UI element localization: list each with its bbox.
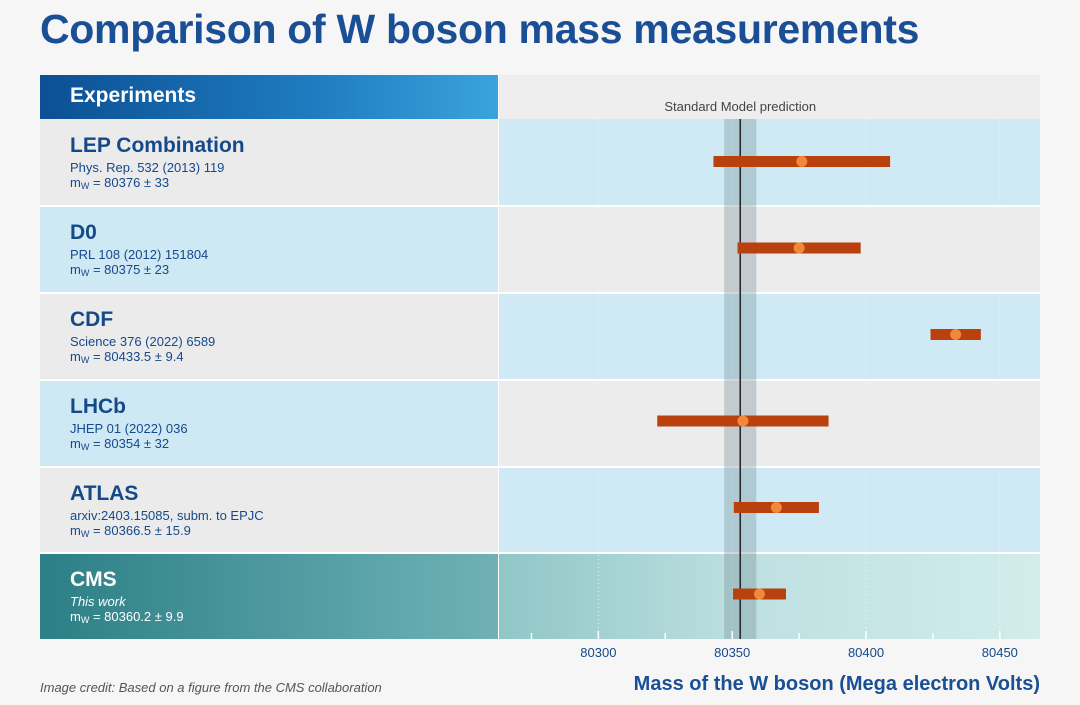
experiment-name: ATLAS [70, 482, 139, 505]
experiment-reference: Phys. Rep. 532 (2013) 119 [70, 160, 225, 175]
x-tick-label: 80350 [714, 645, 750, 660]
experiment-name: LEP Combination [70, 134, 245, 157]
chart-title: Comparison of W boson mass measurements [40, 6, 920, 52]
row-atlas: ATLAS arxiv:2403.15085, subm. to EPJC mW… [40, 467, 1040, 553]
data-point [737, 415, 749, 427]
experiment-mass: mW = 80433.5 ± 9.4 [70, 349, 184, 365]
experiment-mass: mW = 80375 ± 23 [70, 262, 170, 278]
experiment-reference: PRL 108 (2012) 151804 [70, 247, 209, 262]
data-point [796, 156, 808, 167]
experiment-mass: mW = 80360.2 ± 9.9 [70, 609, 184, 625]
data-point [770, 502, 782, 513]
experiment-name: CMS [70, 568, 117, 591]
row-label-cell: ATLAS arxiv:2403.15085, subm. to EPJC mW… [40, 467, 498, 553]
experiment-mass: mW = 80366.5 ± 15.9 [70, 523, 191, 539]
row-divider [40, 379, 1040, 381]
experiment-reference: arxiv:2403.15085, subm. to EPJC [70, 508, 264, 523]
image-credit: Image credit: Based on a figure from the… [40, 680, 382, 695]
row-divider [40, 205, 1040, 207]
sm-prediction-label: Standard Model prediction [664, 99, 816, 114]
row-label-cell: CDF Science 376 (2022) 6589 mW = 80433.5… [40, 293, 498, 379]
row-label-cell: LEP Combination Phys. Rep. 532 (2013) 11… [40, 119, 498, 205]
row-lep: LEP Combination Phys. Rep. 532 (2013) 11… [40, 119, 1040, 205]
data-point [793, 242, 805, 254]
x-axis-label: Mass of the W boson (Mega electron Volts… [633, 673, 1040, 695]
chart-panel: Experiments LEP Combination Phys. Rep. 5… [40, 75, 1040, 639]
x-tick-label: 80400 [848, 645, 884, 660]
row-label-cell: D0 PRL 108 (2012) 151804 mW = 80375 ± 23 [40, 206, 498, 292]
data-point [753, 588, 765, 600]
data-point [950, 329, 962, 340]
row-d0: D0 PRL 108 (2012) 151804 mW = 80375 ± 23 [40, 206, 1040, 292]
experiment-reference: Science 376 (2022) 6589 [70, 334, 216, 349]
experiment-mass: mW = 80376 ± 33 [70, 175, 170, 191]
experiment-name: LHCb [70, 395, 126, 418]
plot-header [498, 75, 1040, 119]
row-divider [40, 552, 1040, 554]
experiment-name: D0 [70, 221, 97, 244]
row-label-cell: LHCb JHEP 01 (2022) 036 mW = 80354 ± 32 [40, 380, 498, 466]
row-divider [40, 466, 1040, 468]
x-tick-label: 80450 [982, 645, 1018, 660]
experiments-header-label: Experiments [70, 84, 197, 107]
row-divider [40, 292, 1040, 294]
experiment-mass: mW = 80354 ± 32 [70, 436, 170, 452]
x-tick-label: 80300 [580, 645, 616, 660]
column-divider [498, 75, 499, 639]
experiment-reference: JHEP 01 (2022) 036 [70, 421, 188, 436]
row-lhcb: LHCb JHEP 01 (2022) 036 mW = 80354 ± 32 [40, 380, 1040, 466]
experiment-reference: This work [70, 594, 126, 609]
row-label-cell: CMS This work mW = 80360.2 ± 9.9 [40, 553, 498, 639]
experiment-name: CDF [70, 308, 114, 331]
experiments-header: Experiments [40, 75, 498, 119]
